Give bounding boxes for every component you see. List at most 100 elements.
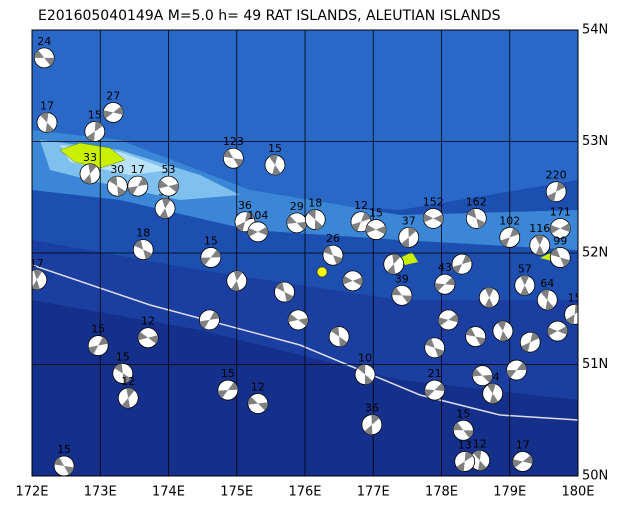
- focal-mechanism: [328, 326, 350, 348]
- focal-mechanism: [342, 270, 364, 292]
- x-tick-label: 180E: [561, 485, 594, 500]
- compression: [159, 198, 171, 219]
- compression: [500, 228, 520, 247]
- focal-mechanism: [112, 363, 134, 384]
- depth-label: 12: [141, 315, 155, 328]
- y-tick-label: 50N: [582, 469, 608, 484]
- focal-mechanism: [217, 379, 239, 401]
- compression: [547, 326, 568, 336]
- compression: [425, 338, 445, 358]
- focal-mechanism: [465, 326, 487, 348]
- focal-mechanism: [549, 218, 571, 239]
- compression: [86, 121, 103, 142]
- depth-label: 26: [326, 232, 340, 245]
- focal-mechanism: [199, 309, 220, 331]
- compression: [40, 112, 54, 133]
- depth-label: 152: [423, 195, 444, 208]
- compression: [323, 245, 343, 265]
- depth-label: 17: [40, 100, 54, 113]
- compression: [512, 455, 533, 468]
- focal-mechanism: [482, 383, 504, 404]
- depth-label: 37: [402, 214, 416, 227]
- depth-label: 18: [136, 227, 150, 240]
- compression: [424, 383, 445, 398]
- depth-label: 24: [37, 35, 51, 48]
- compression: [275, 282, 294, 302]
- x-tick-label: 172E: [15, 485, 48, 500]
- depth-label: 27: [106, 90, 120, 103]
- compression: [456, 451, 474, 472]
- depth-label: 30: [110, 163, 124, 176]
- focal-mechanism: [33, 47, 55, 69]
- compression: [434, 277, 455, 292]
- x-tick-label: 178E: [425, 485, 458, 500]
- compression: [138, 331, 159, 344]
- compression: [472, 368, 493, 383]
- depth-label: 18: [308, 197, 322, 210]
- x-tick-label: 174E: [152, 485, 185, 500]
- depth-label: 39: [395, 272, 409, 285]
- depth-label: 15: [369, 207, 383, 220]
- compression: [387, 254, 401, 275]
- compression: [34, 50, 55, 66]
- y-tick-label: 52N: [582, 246, 608, 261]
- depth-label: 15: [57, 443, 71, 456]
- depth-label: 12: [251, 381, 265, 394]
- depth-label: 15: [88, 108, 102, 121]
- focal-mechanism: [304, 209, 326, 230]
- focal-mechanism: [383, 253, 405, 275]
- compression: [423, 213, 444, 224]
- focal-mechanism: [434, 273, 456, 295]
- focal-mechanism: [506, 359, 527, 381]
- frame: [31, 29, 579, 477]
- focal-mechanism: [512, 451, 534, 472]
- depth-label: 12: [121, 375, 135, 388]
- depth-label: 36: [365, 402, 379, 415]
- depth-label: 15: [221, 367, 235, 380]
- focal-mechanism: [222, 147, 244, 169]
- depth-label: 53: [162, 163, 176, 176]
- depth-label: 12: [473, 437, 487, 450]
- compression: [247, 396, 268, 411]
- depth-label: 99: [553, 234, 567, 247]
- compression: [83, 163, 97, 184]
- focal-mechanism: [492, 320, 514, 342]
- compression: [32, 269, 43, 290]
- compression: [286, 215, 307, 230]
- focal-mechanism: [465, 208, 487, 229]
- compression: [121, 387, 135, 408]
- focal-mechanism: [79, 163, 101, 185]
- focal-mechanism: [361, 414, 383, 436]
- depth-label: 171: [550, 205, 571, 218]
- compression: [342, 275, 363, 286]
- depth-label: 36: [238, 199, 252, 212]
- compression: [223, 149, 244, 167]
- compression: [231, 270, 243, 291]
- depth-label: 116: [529, 222, 550, 235]
- depth-label: 29: [290, 200, 304, 213]
- compression: [467, 208, 486, 229]
- depth-label: 17: [516, 439, 530, 452]
- depth-label: 17: [30, 257, 44, 270]
- focal-mechanism: [36, 112, 58, 133]
- depth-label: 15: [568, 291, 582, 304]
- compression: [401, 227, 417, 248]
- focal-mechanism: [437, 309, 459, 331]
- x-tick-label: 179E: [493, 485, 526, 500]
- focal-mechanism: [87, 335, 109, 356]
- compression: [520, 275, 530, 296]
- focal-mechanism: [547, 320, 568, 342]
- focal-mechanism: [117, 387, 139, 409]
- depth-label: 43: [438, 261, 452, 274]
- compression: [235, 212, 254, 232]
- depth-label: 10: [358, 352, 372, 365]
- focal-mechanism: [422, 208, 444, 229]
- depth-label: 12: [354, 199, 368, 212]
- y-tick-label: 54N: [582, 23, 608, 38]
- compression: [307, 209, 323, 230]
- focal-mechanism: [424, 337, 446, 359]
- depth-label: 17: [131, 163, 145, 176]
- depth-label: 15: [116, 350, 130, 363]
- focal-mechanism: [424, 379, 446, 401]
- focal-mechanism: [286, 212, 308, 234]
